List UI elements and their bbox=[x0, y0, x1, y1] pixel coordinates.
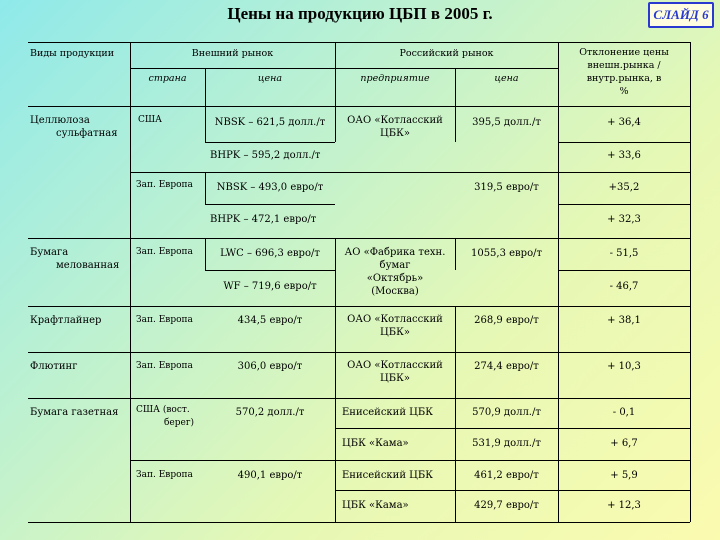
deviation-value: + 33,6 bbox=[607, 150, 641, 161]
price-rus: 570,9 долл./т bbox=[472, 407, 541, 418]
header-products: Виды продукции bbox=[30, 48, 115, 59]
price-nbsk-eu: NBSK – 493,0 евро/т bbox=[216, 182, 324, 193]
deviation-value: - 0,1 bbox=[612, 407, 636, 418]
deviation-value: + 32,3 bbox=[607, 214, 641, 225]
header-country: страна bbox=[148, 73, 187, 84]
grid-line bbox=[558, 204, 690, 205]
price-bhpk-eu: BHPK – 472,1 евро/т bbox=[210, 214, 317, 225]
price-rus: 274,4 евро/т bbox=[474, 361, 539, 372]
price-lwc: LWC – 696,3 евро/т bbox=[220, 248, 320, 259]
grid-line bbox=[28, 522, 690, 523]
product-kraftliner: Крафтлайнер bbox=[30, 315, 102, 326]
header-price-ext: цена bbox=[257, 73, 283, 84]
price-rus: 268,9 евро/т bbox=[474, 315, 539, 326]
grid-line bbox=[335, 42, 336, 142]
product-newsprint: Бумага газетная bbox=[30, 407, 119, 418]
price-ext: 306,0 евро/т bbox=[237, 361, 303, 372]
grid-line bbox=[205, 270, 335, 271]
grid-line bbox=[28, 398, 690, 399]
enterprise-yenisei: Енисейский ЦБК bbox=[342, 470, 433, 481]
grid-line bbox=[205, 106, 206, 142]
header-price-rus: цена bbox=[494, 73, 519, 84]
price-ext-eu: 490,1 евро/т bbox=[237, 470, 303, 481]
grid-line bbox=[335, 238, 336, 522]
country-eu: Зап. Европа bbox=[136, 361, 193, 371]
deviation-value: + 38,1 bbox=[607, 315, 641, 326]
enterprise-oktyabr: АО «Фабрика техн. бумаг «Октябрь» (Москва) bbox=[344, 247, 446, 297]
grid-line bbox=[28, 238, 690, 239]
enterprise-kotlas: ОАО «Котласский ЦБК» bbox=[347, 115, 443, 139]
grid-line bbox=[130, 68, 558, 69]
country-usa: США bbox=[138, 115, 162, 125]
price-rus: 429,7 евро/т bbox=[474, 500, 539, 511]
grid-line bbox=[558, 270, 690, 271]
grid-line bbox=[205, 68, 206, 106]
grid-line bbox=[130, 460, 690, 461]
product-cellulose: Целлюлоза сульфатная bbox=[30, 115, 118, 139]
grid-line bbox=[205, 238, 206, 270]
price-bhpk-usa: BHPK – 595,2 долл./т bbox=[210, 150, 321, 161]
price-rus: 1055,3 евро/т bbox=[470, 248, 543, 259]
country-eu: Зап. Европа bbox=[136, 315, 193, 325]
header-deviation: Отклонение цены внешн.рынка / внутр.рынка… bbox=[579, 47, 669, 97]
grid-line bbox=[558, 42, 559, 522]
grid-line bbox=[455, 238, 456, 270]
price-ext: 434,5 евро/т bbox=[237, 315, 303, 326]
country-eu: Зап. Европа bbox=[136, 247, 193, 257]
price-rus-usd: 395,5 долл./т bbox=[472, 117, 541, 128]
slide-badge: СЛАЙД 6 bbox=[648, 2, 714, 28]
grid-line bbox=[335, 490, 690, 491]
enterprise-kama: ЦБК «Кама» bbox=[342, 500, 409, 511]
grid-line bbox=[690, 42, 691, 522]
price-rus-eur: 319,5 евро/т bbox=[474, 182, 539, 193]
price-rus: 461,2 евро/т bbox=[474, 470, 539, 481]
deviation-value: + 6,7 bbox=[610, 438, 638, 449]
deviation-value: + 12,3 bbox=[607, 500, 641, 511]
price-rus: 531,9 долл./т bbox=[472, 438, 541, 449]
deviation-value: +35,2 bbox=[608, 182, 640, 193]
deviation-value: - 51,5 bbox=[609, 248, 639, 259]
grid-line bbox=[205, 204, 335, 205]
grid-line bbox=[455, 68, 456, 142]
grid-line bbox=[28, 306, 690, 307]
deviation-value: - 46,7 bbox=[609, 281, 639, 292]
price-nbsk-usa: NBSK – 621,5 долл./т bbox=[214, 117, 326, 128]
enterprise-kotlas: ОАО «Котласский ЦБК» bbox=[347, 360, 443, 384]
price-wf: WF – 719,6 евро/т bbox=[223, 281, 317, 292]
country-eu: Зап. Европа bbox=[136, 470, 193, 480]
grid-line bbox=[130, 172, 690, 173]
country-eu: Зап. Европа bbox=[136, 180, 193, 190]
grid-line bbox=[205, 172, 206, 204]
header-russian-market: Российский рынок bbox=[399, 48, 494, 59]
grid-line bbox=[130, 42, 131, 522]
deviation-value: + 10,3 bbox=[607, 361, 641, 372]
grid-line bbox=[558, 142, 690, 143]
product-fluting: Флютинг bbox=[30, 361, 78, 372]
deviation-value: + 5,9 bbox=[610, 470, 638, 481]
country-usa-east: США (вост. берег) bbox=[136, 405, 195, 428]
page-title: Цены на продукцию ЦБП в 2005 г. bbox=[227, 4, 493, 23]
price-ext-usa: 570,2 долл./т bbox=[235, 407, 305, 418]
enterprise-kama: ЦБК «Кама» bbox=[342, 438, 409, 449]
grid-line bbox=[28, 352, 690, 353]
header-enterprise: предприятие bbox=[360, 73, 430, 84]
grid-line bbox=[455, 306, 456, 522]
grid-line bbox=[335, 428, 690, 429]
deviation-value: + 36,4 bbox=[607, 117, 641, 128]
grid-line bbox=[28, 106, 690, 107]
grid-line bbox=[205, 142, 335, 143]
header-external-market: Внешний рынок bbox=[191, 48, 274, 59]
grid-line bbox=[28, 42, 690, 43]
enterprise-kotlas: ОАО «Котласский ЦБК» bbox=[347, 314, 443, 338]
enterprise-yenisei: Енисейский ЦБК bbox=[342, 407, 433, 418]
product-coated-paper: Бумага мелованная bbox=[30, 247, 120, 271]
